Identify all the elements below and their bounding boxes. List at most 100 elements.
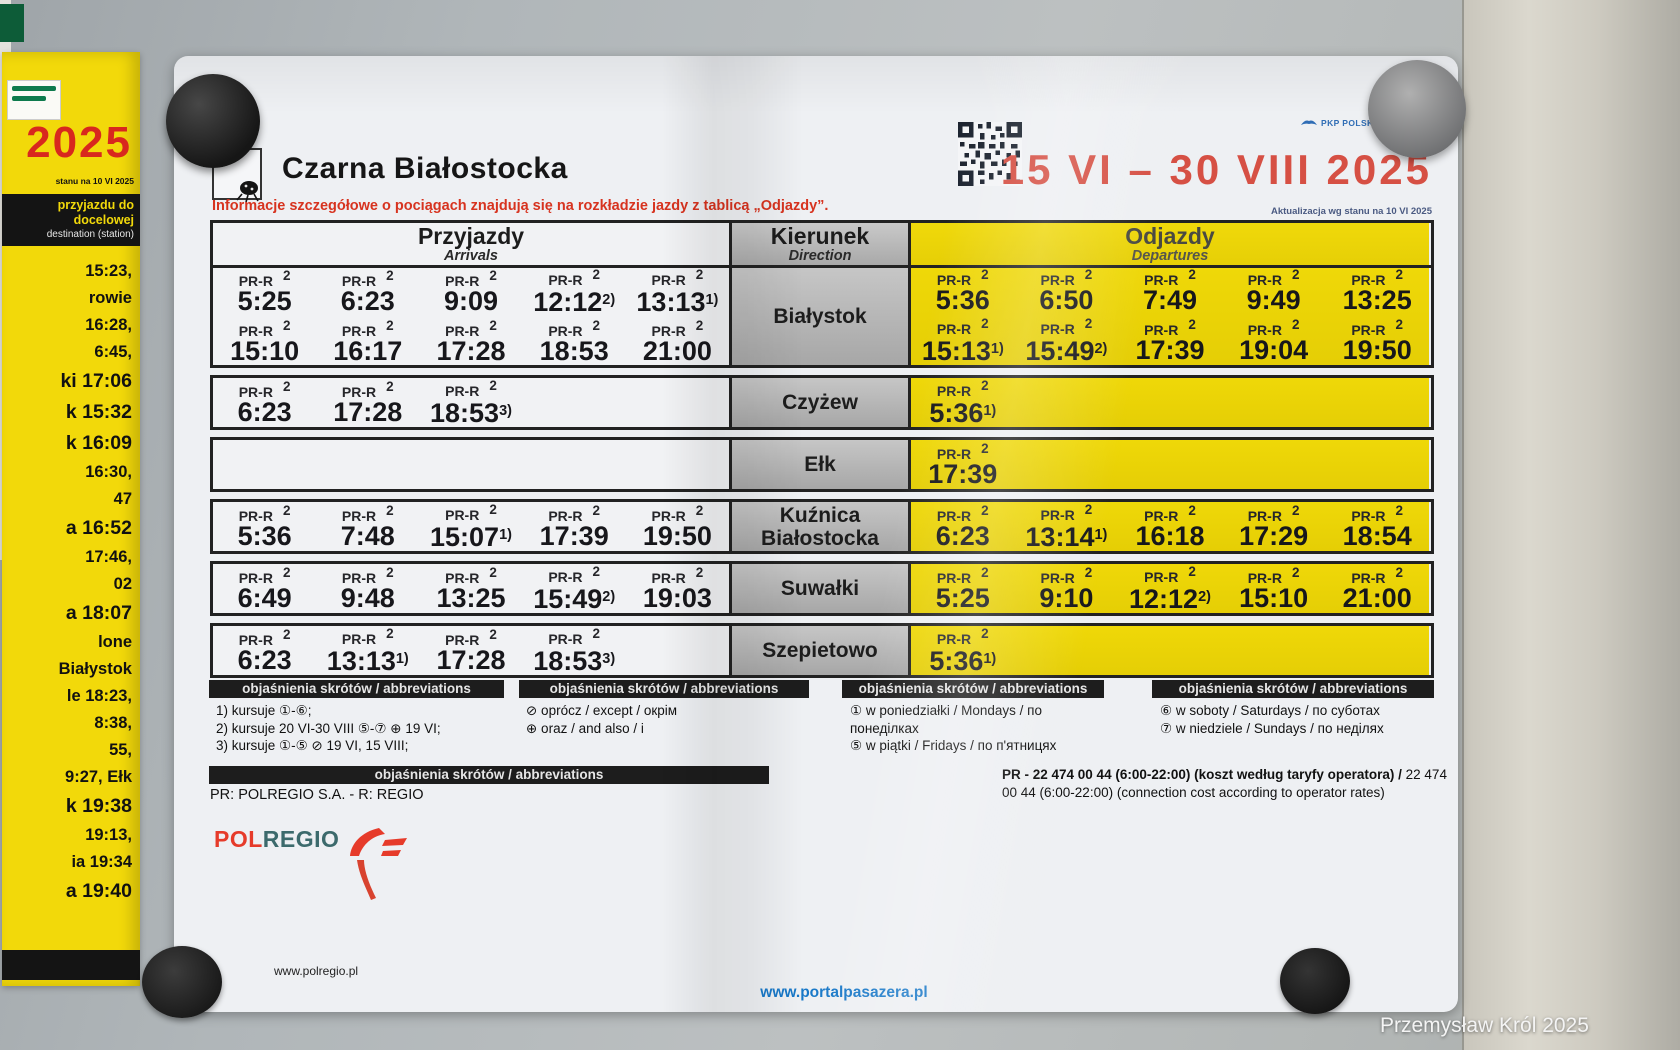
- carrier-label: PR-R 2: [651, 564, 704, 586]
- left-poster-time-line: 19:13,: [85, 826, 132, 844]
- left-poster-time-line: a 16:52: [65, 517, 132, 539]
- left-poster-time-line: 15:23,: [85, 262, 132, 280]
- abbreviations-header-2: objaśnienia skrótów / abbreviations: [519, 680, 809, 698]
- left-poster-header-line: przyjazdu do: [57, 198, 134, 212]
- time-cell: PR-R 2 18:53: [523, 319, 626, 365]
- contact-info: PR - 22 474 00 44 (6:00-22:00) (koszt we…: [1002, 766, 1452, 801]
- carrier-label: PR-R 2: [341, 564, 394, 586]
- platform-superscript: 2: [981, 502, 989, 518]
- left-poster-year: 2025: [26, 118, 132, 167]
- time-cell: PR-R 2 16:17: [316, 319, 419, 365]
- platform-superscript: 2: [386, 318, 394, 333]
- time-cell: PR-R 2 6:49: [213, 565, 316, 613]
- direction-cell: Suwałki: [729, 564, 911, 613]
- time-value: 13:25: [1342, 285, 1412, 315]
- carrier-label: PR-R 2: [936, 625, 989, 647]
- carrier-label: PR-R 2: [445, 268, 497, 289]
- pkp-plk-logo: PKP POLSKIE LINIE: [1300, 118, 1450, 128]
- time-cell: PR-R 2 17:28: [419, 627, 522, 675]
- arrivals-cells: PR-R 2 6:49 PR-R 2 9:48 PR-R 2 13:25 PR-R 2 15:49 2)…: [213, 564, 729, 613]
- footnote-marker: 1): [983, 650, 997, 667]
- carrier-label: PR-R 2: [1040, 564, 1093, 586]
- platform-superscript: 2: [695, 502, 704, 518]
- table-row: Ełk PR-R 2 17:39: [210, 437, 1434, 492]
- left-poster-time-line: 9:27, Ełk: [65, 768, 132, 786]
- footnote-marker: 1): [395, 650, 409, 667]
- magnet-bottom-right: [1280, 948, 1350, 1014]
- ladybug-icon: [236, 181, 259, 203]
- platform-superscript: 2: [1291, 317, 1300, 332]
- direction-cell: Czyżew: [729, 378, 911, 427]
- left-poster-header-line: docelowej: [73, 213, 134, 227]
- carrier-label: PR-R 2: [445, 377, 497, 399]
- left-poster-time-line: k 15:32: [65, 401, 132, 423]
- time-value: 5:25: [935, 582, 990, 613]
- time-cell: PR-R 2 9:10: [1015, 565, 1119, 613]
- abbreviations-list-1: 1) kursuje ①-⑥; 2) kursuje 20 VI-30 VIII …: [216, 702, 511, 755]
- footnote-marker: 1): [983, 402, 997, 419]
- time-value: 16:18: [1135, 520, 1205, 551]
- time-value: 5:25: [237, 286, 292, 316]
- left-poster-time-line: ki 17:06: [60, 370, 132, 392]
- time-cell: PR-R 2 19:04: [1222, 317, 1326, 365]
- footnote-marker: 1): [705, 292, 719, 308]
- carrier-label: PR-R 2: [341, 378, 394, 400]
- abbreviation-item: ⑦ w niedziele / Sundays / по неділях: [1160, 720, 1384, 736]
- arrivals-cells: [213, 440, 729, 489]
- left-poster-time-line: 17:46,: [85, 548, 132, 566]
- left-poster-time-line: 8:38,: [94, 714, 132, 732]
- platform-superscript: 2: [1084, 564, 1093, 580]
- left-poster-header-line: destination (station): [46, 229, 134, 240]
- time-cell: PR-R 2 12:12 2): [523, 268, 626, 316]
- abbreviations-header-4: objaśnienia skrótów / abbreviations: [1152, 680, 1434, 698]
- carrier-label: PR-R 2: [1351, 317, 1404, 338]
- platform-superscript: 2: [1395, 317, 1404, 332]
- time-value: 15:07 1): [430, 521, 512, 552]
- carrier-label: PR-R 2: [1247, 502, 1300, 524]
- polregio-logo: POL REGIO: [214, 826, 409, 956]
- platform-superscript: 2: [386, 268, 394, 283]
- carrier-label: PR-R 2: [1040, 267, 1093, 288]
- abbreviation-item: ① w poniedziałki / Mondays / по понеділк…: [850, 703, 1042, 736]
- platform-superscript: 2: [592, 502, 601, 518]
- platform-superscript: 2: [1291, 502, 1300, 518]
- carrier-label: PR-R 2: [1351, 267, 1404, 288]
- carrier-label: PR-R 2: [651, 318, 704, 339]
- carrier-label: PR-R 2: [341, 502, 394, 524]
- footnote-marker: 3): [602, 650, 616, 667]
- platform-superscript: 2: [1395, 267, 1404, 282]
- polregio-url: www.polregio.pl: [274, 964, 359, 978]
- left-poster-bottom-bar: [2, 950, 140, 980]
- left-poster-partial: 2025 stanu na 10 VI 2025 przyjazdu do do…: [2, 52, 140, 986]
- platform-superscript: 2: [489, 564, 497, 580]
- footnote-marker: 2): [1094, 341, 1108, 357]
- left-poster-header: przyjazdu do docelowej destination (stat…: [2, 194, 140, 246]
- platform-superscript: 2: [981, 316, 989, 331]
- platform-superscript: 2: [489, 501, 497, 517]
- photo-credit: Przemysław Król 2025: [1380, 1014, 1589, 1037]
- carrier-label: PR-R 2: [548, 267, 601, 288]
- time-value: 17:28: [333, 396, 403, 427]
- time-cell: PR-R 2 5:36 1): [911, 377, 1015, 427]
- timetable: Przyjazdy Arrivals Kierunek Direction Od…: [210, 220, 1434, 678]
- departures-cells: PR-R 2 5:25 PR-R 2 9:10 PR-R 2 12:12 2) PR-R 2 15:10…: [911, 564, 1429, 613]
- carrier-label: PR-R 2: [238, 626, 291, 648]
- arrivals-title: Przyjazdy: [417, 223, 525, 249]
- contact-info-bold: PR - 22 474 00 44 (6:00-22:00) (koszt we…: [1002, 767, 1402, 782]
- platform-superscript: 2: [1084, 501, 1093, 517]
- time-cell: PR-R 2 13:25: [1325, 268, 1429, 314]
- platform-superscript: 2: [981, 377, 989, 393]
- carrier-legend-header: objaśnienia skrótów / abbreviations: [209, 766, 769, 784]
- left-poster-time-line: 47: [113, 490, 132, 508]
- arrivals-cells: PR-R 2 6:23 PR-R 2 17:28 PR-R 2 18:53 3): [213, 378, 729, 427]
- left-poster-time-line: 55,: [109, 741, 132, 759]
- platform-superscript: 2: [981, 564, 989, 580]
- platform-superscript: 2: [1395, 564, 1404, 580]
- time-cell: PR-R 2 19:03: [626, 565, 729, 613]
- carrier-label: PR-R 2: [238, 318, 291, 339]
- carrier-label: PR-R 2: [936, 316, 989, 337]
- time-cell: PR-R 2 18:54: [1325, 503, 1429, 551]
- carrier-label: PR-R 2: [1351, 564, 1404, 586]
- time-value: 5:36: [935, 285, 990, 315]
- carrier-label: PR-R 2: [1247, 267, 1300, 288]
